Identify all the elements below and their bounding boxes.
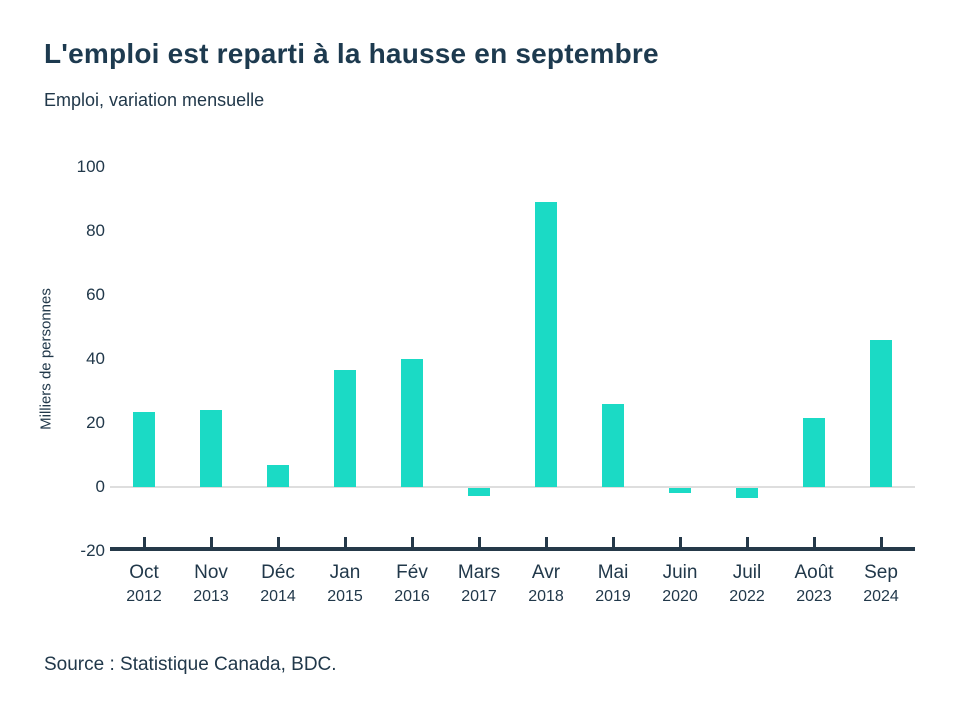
- bar: [334, 370, 356, 487]
- y-tick-label: 20: [86, 413, 105, 432]
- x-tick-mark: [812, 537, 816, 547]
- x-tick-mark: [276, 537, 280, 547]
- x-tick-label-year: 2024: [863, 588, 899, 605]
- x-tick-label-month: Déc: [261, 562, 295, 583]
- bar: [401, 359, 423, 487]
- x-tick-label-year: 2013: [193, 588, 229, 605]
- bar: [200, 410, 222, 487]
- bar: [468, 488, 490, 496]
- x-tick-label-month: Sep: [864, 562, 898, 583]
- x-tick-label-month: Fév: [396, 562, 428, 583]
- x-tick-label-year: 2017: [461, 588, 497, 605]
- x-tick-mark: [209, 537, 213, 547]
- chart-subtitle: Emploi, variation mensuelle: [44, 90, 265, 110]
- y-tick-label: 40: [86, 349, 105, 368]
- x-tick-mark: [678, 537, 682, 547]
- bar: [602, 403, 624, 487]
- bar: [267, 464, 289, 487]
- chart-title: L'emploi est reparti à la hausse en sept…: [44, 38, 659, 69]
- x-tick-label-month: Juil: [732, 562, 762, 583]
- x-tick-label-year: 2022: [729, 588, 765, 605]
- x-tick-label-month: Mars: [457, 562, 501, 583]
- x-tick-label-month: Juin: [662, 562, 698, 583]
- bar: [535, 202, 557, 487]
- x-tick-label-month: Jan: [329, 562, 361, 583]
- zero-gridline: [110, 486, 915, 488]
- x-tick-label-year: 2015: [327, 588, 363, 605]
- x-tick-label-month: Avr: [531, 562, 561, 583]
- x-tick-label-year: 2014: [260, 588, 296, 605]
- x-tick-label-year: 2018: [528, 588, 564, 605]
- source-note: Source : Statistique Canada, BDC.: [44, 654, 337, 675]
- x-axis-line: [110, 547, 915, 551]
- bar: [669, 488, 691, 493]
- y-tick-label: 60: [86, 285, 105, 304]
- x-tick-mark: [611, 537, 615, 547]
- bar: [736, 488, 758, 498]
- bar: [803, 418, 825, 487]
- y-tick-label: 0: [95, 477, 105, 496]
- bar: [870, 339, 892, 487]
- x-tick-mark: [343, 537, 347, 547]
- x-tick-label-month: Août: [794, 562, 834, 583]
- x-tick-label-year: 2012: [126, 588, 162, 605]
- x-tick-label-month: Mai: [597, 562, 629, 583]
- y-tick-label: 80: [86, 221, 105, 240]
- x-tick-mark: [142, 537, 146, 547]
- x-tick-label-year: 2016: [394, 588, 430, 605]
- x-tick-label-year: 2019: [595, 588, 631, 605]
- x-tick-mark: [879, 537, 883, 547]
- y-tick-label: -20: [80, 541, 105, 560]
- x-tick-mark: [410, 537, 414, 547]
- x-tick-mark: [745, 537, 749, 547]
- x-tick-label-year: 2023: [796, 588, 832, 605]
- x-tick-label-year: 2020: [662, 588, 698, 605]
- y-tick-label: 100: [76, 157, 105, 176]
- bar: [133, 411, 155, 487]
- x-tick-label-month: Oct: [129, 562, 159, 583]
- x-tick-label-month: Nov: [194, 562, 228, 583]
- x-tick-mark: [477, 537, 481, 547]
- x-tick-mark: [544, 537, 548, 547]
